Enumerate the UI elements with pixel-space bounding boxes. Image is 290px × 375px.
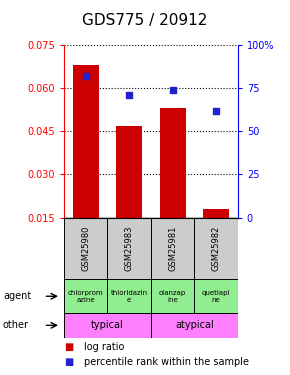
Text: agent: agent [3,291,31,301]
Text: thioridazin
e: thioridazin e [110,290,148,303]
Text: GSM25983: GSM25983 [124,226,134,271]
Text: typical: typical [91,320,124,330]
Bar [107,217,151,279]
Bar [64,279,107,313]
Text: GSM25981: GSM25981 [168,226,177,271]
Text: atypical: atypical [175,320,214,330]
Text: ■: ■ [64,357,73,367]
Text: ■: ■ [64,342,73,352]
Text: GDS775 / 20912: GDS775 / 20912 [82,13,208,28]
Text: percentile rank within the sample: percentile rank within the sample [84,357,249,367]
Bar [107,279,151,313]
Bar [160,108,186,217]
Bar [151,313,238,338]
Text: log ratio: log ratio [84,342,124,352]
Text: quetiapi
ne: quetiapi ne [202,290,230,303]
Text: other: other [3,320,29,330]
Bar [151,279,194,313]
Bar [116,126,142,218]
Bar [194,217,238,279]
Bar [72,65,99,218]
Bar [194,279,238,313]
Point [127,92,131,98]
Point [170,87,175,93]
Bar [64,217,107,279]
Text: chlorprom
azine: chlorprom azine [68,290,103,303]
Point [214,108,218,114]
Bar [64,313,151,338]
Bar [151,217,194,279]
Bar [203,209,229,218]
Text: GSM25980: GSM25980 [81,226,90,271]
Text: olanzap
ine: olanzap ine [159,290,186,303]
Text: GSM25982: GSM25982 [211,226,221,271]
Point [83,73,88,79]
